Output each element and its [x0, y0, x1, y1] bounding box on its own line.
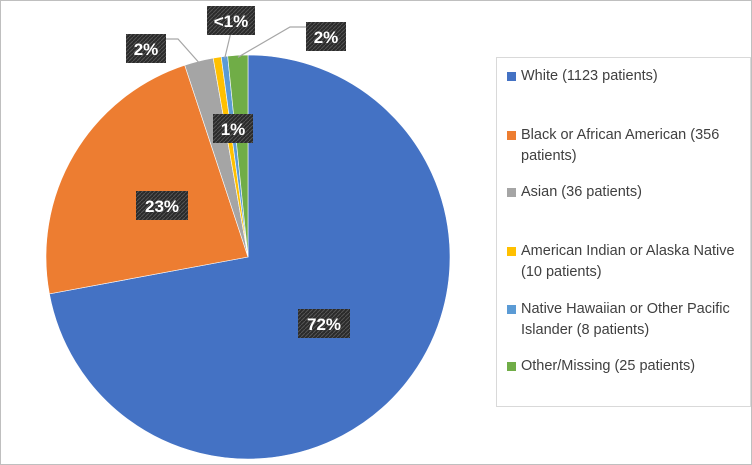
legend-item-native-hawaiian-or-other-pacific-islander: Native Hawaiian or Other Pacific Islande… [507, 299, 741, 341]
legend-item-white: White (1123 patients) [507, 66, 741, 87]
data-label-black-or-african-american: 23% [145, 197, 179, 216]
pie-slice-white [49, 54, 451, 460]
data-label-bg-other-missing [306, 22, 346, 51]
data-label-asian: 2% [134, 40, 159, 59]
legend-label-other-missing: Other/Missing (25 patients) [521, 358, 696, 374]
leader-line-asian [166, 38, 200, 64]
data-label-bg-native-hawaiian-or-other-pacific-islander [207, 6, 255, 35]
legend-swatch-american-indian-or-alaska-native [507, 247, 516, 256]
legend-label-asian: Asian (36 patients) [521, 184, 642, 200]
data-label-bg-white [298, 309, 350, 338]
leader-line-native-hawaiian-or-other-pacific-islander [224, 31, 232, 59]
data-label-white: 72% [307, 315, 341, 334]
data-label-other-missing: 2% [314, 28, 339, 47]
data-label-native-hawaiian-or-other-pacific-islander: <1% [214, 12, 249, 31]
legend-item-black-or-african-american: Black or African American (356 patients) [507, 125, 741, 167]
data-label-bg-black-or-african-american [136, 191, 188, 220]
legend-label-white: White (1123 patients) [521, 68, 658, 84]
legend-item-american-indian-or-alaska-native: American Indian or Alaska Native (10 pat… [507, 241, 741, 283]
legend-swatch-native-hawaiian-or-other-pacific-islander [507, 305, 516, 314]
pie-slice-other-missing [227, 54, 249, 258]
data-label-bg-american-indian-or-alaska-native [213, 114, 253, 143]
legend-swatch-asian [507, 188, 516, 197]
leader-line-other-missing [237, 26, 306, 58]
legend-item-asian: Asian (36 patients) [507, 182, 741, 203]
legend-label-american-indian-or-alaska-native: American Indian or Alaska Native (10 pat… [521, 243, 735, 280]
legend-label-black-or-african-american: Black or African American (356 patients) [521, 127, 720, 164]
data-label-bg-asian [126, 34, 166, 63]
pie-slice-black-or-african-american [45, 64, 249, 295]
legend-label-native-hawaiian-or-other-pacific-islander: Native Hawaiian or Other Pacific Islande… [521, 301, 730, 338]
legend-swatch-white [507, 72, 516, 81]
legend-swatch-other-missing [507, 362, 516, 371]
legend: White (1123 patients) Black or African A… [496, 57, 751, 407]
legend-item-other-missing: Other/Missing (25 patients) [507, 356, 741, 377]
data-label-american-indian-or-alaska-native: 1% [221, 120, 246, 139]
legend-swatch-black-or-african-american [507, 131, 516, 140]
